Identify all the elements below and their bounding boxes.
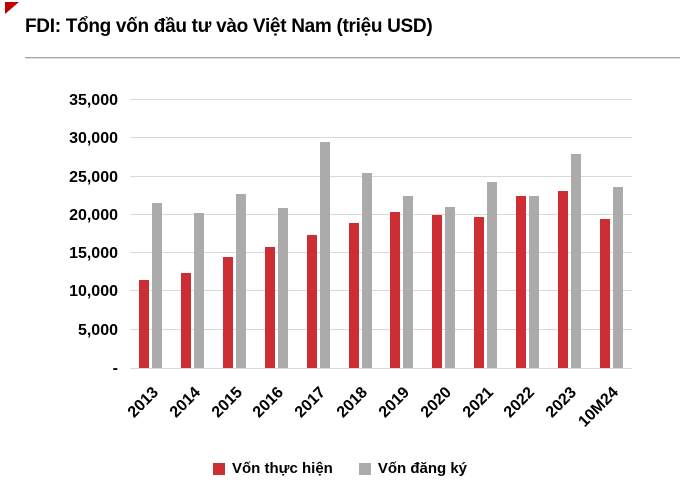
bar-thuc-hien-2016 [264, 247, 275, 368]
x-tick-label-2015: 2015 [208, 384, 246, 422]
legend-swatch-gray-icon [358, 462, 371, 475]
legend-label-thuc-hien: Vốn thực hiện [231, 460, 333, 477]
legend-item-thuc-hien: Vốn thực hiện [212, 460, 333, 477]
y-tick-label-20000: 20,000 [69, 206, 118, 224]
y-tick-label-15000: 15,000 [69, 245, 118, 263]
bar-dang-ky-10M24 [612, 187, 623, 368]
bar-group-10M24 [590, 101, 632, 368]
bar-group-2013 [130, 101, 172, 368]
x-tick-label-2019: 2019 [375, 384, 413, 422]
bar-thuc-hien-2021 [474, 217, 485, 368]
bar-dang-ky-2021 [487, 181, 498, 368]
bar-group-2014 [172, 101, 214, 368]
bar-group-2019 [381, 101, 423, 368]
gridline-15000 [130, 252, 632, 254]
x-tick-label-10M24: 10M24 [575, 384, 623, 431]
y-tick-label-25000: 25,000 [69, 168, 118, 186]
bar-thuc-hien-2020 [432, 214, 443, 368]
bar-groups [130, 101, 632, 368]
bar-dang-ky-2020 [445, 207, 456, 368]
legend-swatch-red-icon [212, 462, 225, 475]
bar-dang-ky-2022 [528, 196, 539, 368]
bar-dang-ky-2013 [152, 202, 163, 368]
gridline-30000 [130, 137, 632, 139]
bar-dang-ky-2014 [194, 213, 205, 368]
x-tick-label-2013: 2013 [124, 384, 162, 422]
bar-thuc-hien-2017 [306, 234, 317, 368]
bar-thuc-hien-2013 [139, 279, 150, 368]
x-tick-label-2014: 2014 [166, 384, 204, 422]
bar-group-2020 [423, 101, 465, 368]
x-tick-label-2017: 2017 [292, 384, 330, 422]
gridline-25000 [130, 175, 632, 177]
legend-item-dang-ky: Vốn đăng ký [358, 460, 468, 477]
bar-thuc-hien-2019 [390, 211, 401, 368]
bar-thuc-hien-10M24 [599, 219, 610, 368]
corner-mark [5, 2, 19, 14]
bar-thuc-hien-2015 [223, 256, 234, 368]
bar-group-2023 [548, 101, 590, 368]
x-tick-label-2023: 2023 [543, 384, 581, 422]
bar-group-2018 [339, 101, 381, 368]
y-tick-label-30000: 30,000 [69, 130, 118, 148]
y-tick-label-5000: 5,000 [77, 321, 118, 339]
x-tick-label-2018: 2018 [333, 384, 372, 422]
bar-dang-ky-2015 [236, 194, 247, 368]
legend-label-dang-ky: Vốn đăng ký [377, 460, 468, 477]
bar-dang-ky-2019 [403, 196, 414, 368]
bar-chart: - 5,000 10,000 15,000 20,000 25,000 30,000 35,0… [0, 85, 680, 431]
bar-group-2015 [214, 101, 256, 368]
x-tick-label-2022: 2022 [501, 384, 539, 422]
gridline-35000 [130, 99, 632, 100]
legend: Vốn thực hiện Vốn đăng ký [0, 460, 680, 477]
y-axis: - 5,000 10,000 15,000 20,000 25,000 30,000 35,0… [30, 92, 118, 377]
plot-area [130, 99, 632, 369]
bar-thuc-hien-2023 [557, 191, 568, 368]
y-tick-label-10000: 10,000 [69, 283, 118, 301]
bar-group-2022 [506, 101, 548, 368]
bar-dang-ky-2018 [361, 172, 372, 368]
chart-title: FDI: Tổng vốn đầu tư vào Việt Nam (triệu… [25, 16, 433, 37]
y-tick-label-0: - [112, 360, 118, 377]
bar-group-2017 [297, 101, 339, 368]
bar-dang-ky-2017 [319, 142, 330, 368]
bar-thuc-hien-2014 [181, 273, 192, 368]
gridline-10000 [130, 290, 632, 292]
y-tick-label-35000: 35,000 [69, 92, 118, 109]
bar-thuc-hien-2022 [515, 195, 526, 368]
bar-dang-ky-2016 [277, 207, 288, 368]
gridline-5000 [130, 328, 632, 330]
bar-dang-ky-2023 [570, 153, 581, 368]
x-tick-label-2020: 2020 [417, 384, 455, 422]
bar-thuc-hien-2018 [348, 222, 359, 368]
gridline-20000 [130, 213, 632, 215]
bar-group-2021 [465, 101, 507, 368]
bar-group-2016 [255, 101, 297, 368]
x-tick-label-2016: 2016 [250, 384, 288, 422]
title-divider [25, 57, 680, 59]
x-tick-label-2021: 2021 [459, 384, 497, 422]
